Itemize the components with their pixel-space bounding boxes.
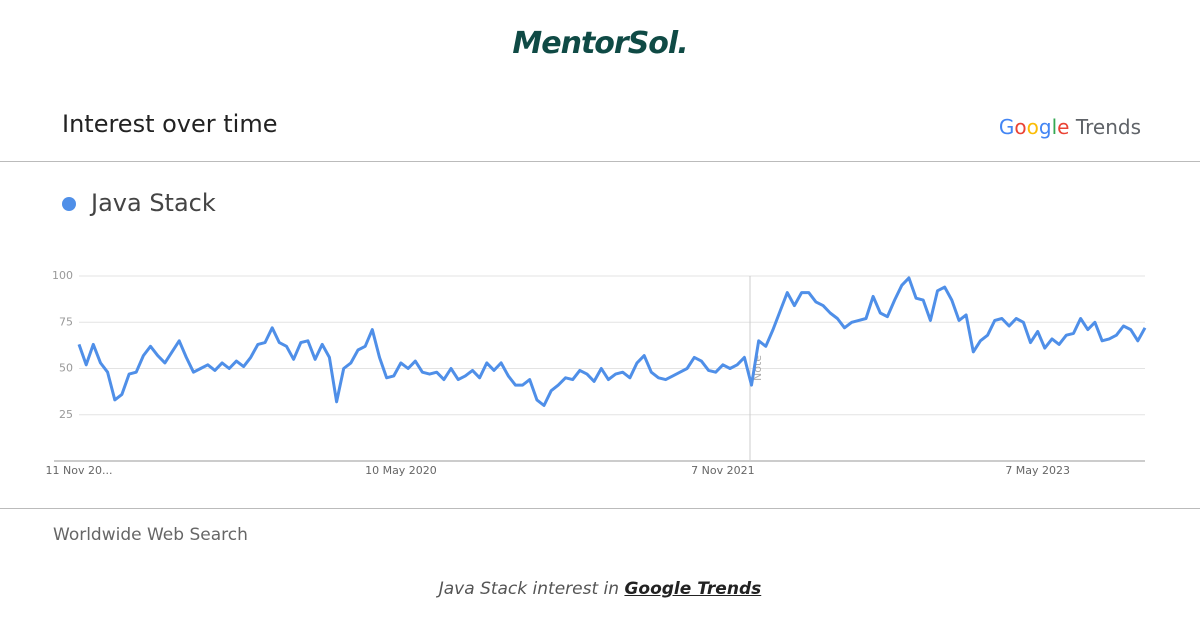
- scope: Worldwide Web Search: [53, 525, 248, 545]
- x-tick-label: 11 Nov 20...: [46, 464, 113, 477]
- caption-text: Java Stack interest in: [438, 579, 620, 599]
- trends-link[interactable]: Google Trends: [624, 579, 762, 599]
- y-tick-label: 50: [59, 362, 73, 375]
- y-tick-label: 25: [59, 408, 73, 421]
- legend-label: Java Stack: [89, 189, 216, 217]
- divider: [0, 161, 1200, 162]
- brand-google: Google: [998, 115, 1070, 139]
- brand-trends: Trends: [1075, 115, 1141, 139]
- data-line: [77, 276, 1147, 407]
- x-tick-label: 10 May 2020: [365, 464, 437, 477]
- logo: MentorSol.: [512, 26, 688, 61]
- x-tick-label: 7 Nov 2021: [691, 464, 754, 477]
- legend-marker: [62, 197, 76, 211]
- chart-title: Interest over time: [62, 110, 278, 138]
- brand: Google Trends: [999, 115, 1141, 139]
- x-tick-label: 7 May 2023: [1005, 464, 1070, 477]
- y-tick-label: 75: [59, 315, 73, 328]
- divider: [0, 508, 1200, 509]
- y-tick-label: 100: [52, 269, 73, 282]
- caption: Java Stack interest in Google Trends: [0, 579, 1200, 599]
